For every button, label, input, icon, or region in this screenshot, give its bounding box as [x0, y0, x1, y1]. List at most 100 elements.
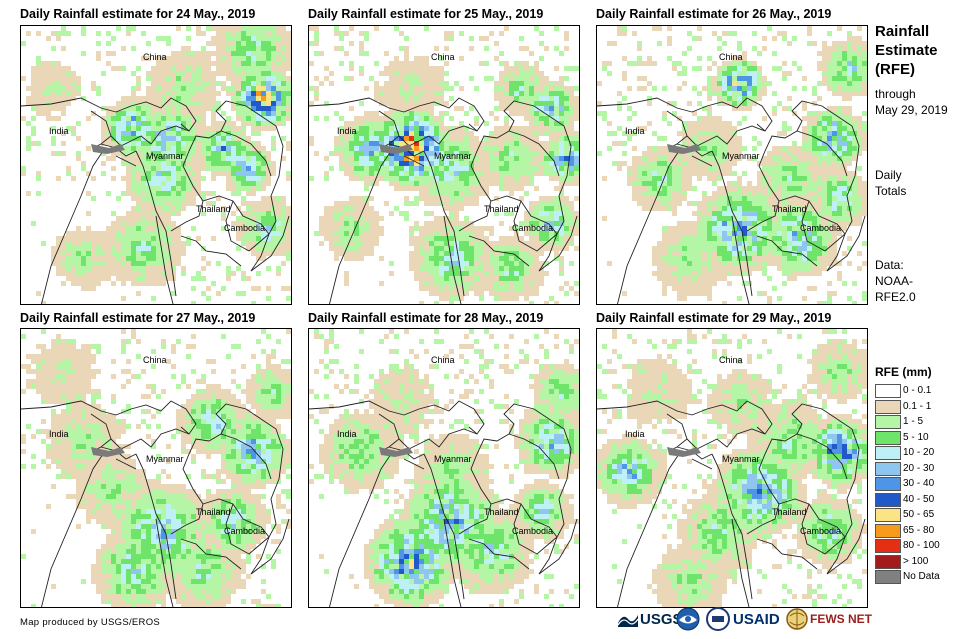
legend-label: 50 - 65 [903, 509, 935, 520]
side-daily: Daily [875, 168, 902, 182]
legend-title: RFE (mm) [875, 365, 932, 379]
rainfall-map: China India Myanmar Thailand Cambodia [20, 25, 292, 305]
rainfall-field [597, 26, 867, 304]
country-label-myanmar: Myanmar [722, 454, 760, 464]
country-label-thailand: Thailand [196, 507, 231, 517]
country-label-india: India [337, 126, 357, 136]
rainfall-field [21, 329, 291, 607]
legend-swatch [875, 492, 901, 507]
rainfall-map-canvas [21, 329, 291, 607]
usaid-seal-icon [706, 607, 730, 631]
side-title-line1: Rainfall [875, 23, 930, 40]
legend-label: > 100 [903, 555, 929, 567]
no-data-area [667, 144, 701, 154]
usaid-logo: USAID [706, 606, 780, 632]
country-label-china: China [431, 52, 455, 62]
country-label-thailand: Thailand [484, 507, 519, 517]
no-data-area [91, 447, 125, 457]
legend-label: No Data [903, 571, 940, 582]
country-label-thailand: Thailand [772, 507, 807, 517]
country-borders [597, 97, 866, 304]
country-label-cambodia: Cambodia [224, 223, 266, 233]
country-label-cambodia: Cambodia [800, 526, 842, 536]
legend-label: 30 - 40 [903, 478, 935, 489]
no-data-area [379, 447, 413, 457]
country-label-india: India [49, 429, 69, 439]
country-label-india: India [337, 429, 357, 439]
country-label-china: China [143, 52, 167, 62]
rainfall-map-canvas [597, 329, 867, 607]
fewsnet-logo: FEWS NET [786, 606, 872, 632]
country-label-thailand: Thailand [484, 204, 519, 214]
rainfall-field [309, 26, 579, 304]
country-label-china: China [143, 355, 167, 365]
rainfall-map-canvas [21, 26, 291, 304]
rainfall-field [597, 329, 867, 607]
country-label-india: India [625, 126, 645, 136]
legend-swatch [875, 523, 901, 538]
legend-swatch [875, 461, 901, 476]
side-title-line2: Estimate [875, 42, 938, 59]
country-borders [597, 400, 866, 607]
side-source1: NOAA- [875, 274, 914, 288]
panel-title: Daily Rainfall estimate for 26 May., 201… [596, 7, 832, 21]
country-label-thailand: Thailand [196, 204, 231, 214]
country-borders [309, 97, 578, 304]
fewsnet-globe-icon [786, 608, 808, 630]
country-label-cambodia: Cambodia [224, 526, 266, 536]
rainfall-map-canvas [597, 26, 867, 304]
rainfall-map: China India Myanmar Thailand Cambodia [596, 328, 868, 608]
legend-swatch [875, 539, 901, 553]
side-totals: Totals [875, 184, 907, 198]
side-through: through [875, 87, 916, 101]
legend-label: 5 - 10 [903, 431, 929, 443]
legend-swatch [875, 446, 901, 460]
rainfall-map-canvas [309, 329, 579, 607]
usgs-wave-icon [618, 615, 638, 627]
legend-swatch [875, 415, 901, 429]
country-label-thailand: Thailand [772, 204, 807, 214]
noaa-logo [676, 606, 700, 632]
rainfall-map: China India Myanmar Thailand Cambodia [308, 328, 580, 608]
panel-title: Daily Rainfall estimate for 29 May., 201… [596, 311, 832, 325]
country-borders [21, 400, 290, 607]
legend-swatch [875, 384, 901, 398]
country-label-cambodia: Cambodia [512, 526, 554, 536]
legend-swatch [875, 508, 901, 522]
legend-label: 10 - 20 [903, 447, 935, 458]
no-data-area [379, 144, 413, 154]
legend-label: 65 - 80 [903, 524, 935, 536]
country-label-india: India [625, 429, 645, 439]
legend-label: 0 - 0.1 [903, 385, 932, 396]
side-source2: RFE2.0 [875, 290, 916, 304]
legend-label: 80 - 100 [903, 540, 940, 551]
legend-label: 0.1 - 1 [903, 400, 932, 412]
panel-title: Daily Rainfall estimate for 27 May., 201… [20, 311, 256, 325]
country-label-cambodia: Cambodia [800, 223, 842, 233]
country-label-myanmar: Myanmar [434, 454, 472, 464]
country-label-india: India [49, 126, 69, 136]
country-label-china: China [719, 355, 743, 365]
legend-swatch [875, 399, 901, 414]
country-label-china: China [719, 52, 743, 62]
legend-swatch [875, 554, 901, 569]
legend-label: 20 - 30 [903, 462, 935, 474]
noaa-seal-icon [676, 607, 700, 631]
country-borders [21, 97, 290, 304]
rainfall-map: China India Myanmar Thailand Cambodia [20, 328, 292, 608]
legend-label: 40 - 50 [903, 493, 935, 505]
legend-swatch [875, 477, 901, 491]
country-borders [309, 400, 578, 607]
legend-label: 1 - 5 [903, 416, 924, 427]
rainfall-field [21, 26, 291, 304]
country-label-myanmar: Myanmar [722, 151, 760, 161]
legend-swatch [875, 570, 901, 584]
side-title-line3: (RFE) [875, 61, 915, 78]
legend-swatch [875, 430, 901, 445]
usgs-logo: USGS [618, 606, 683, 632]
side-data-label: Data: [875, 258, 904, 272]
rainfall-field [309, 329, 579, 607]
country-label-myanmar: Myanmar [146, 454, 184, 464]
rainfall-map-canvas [309, 26, 579, 304]
country-label-myanmar: Myanmar [146, 151, 184, 161]
